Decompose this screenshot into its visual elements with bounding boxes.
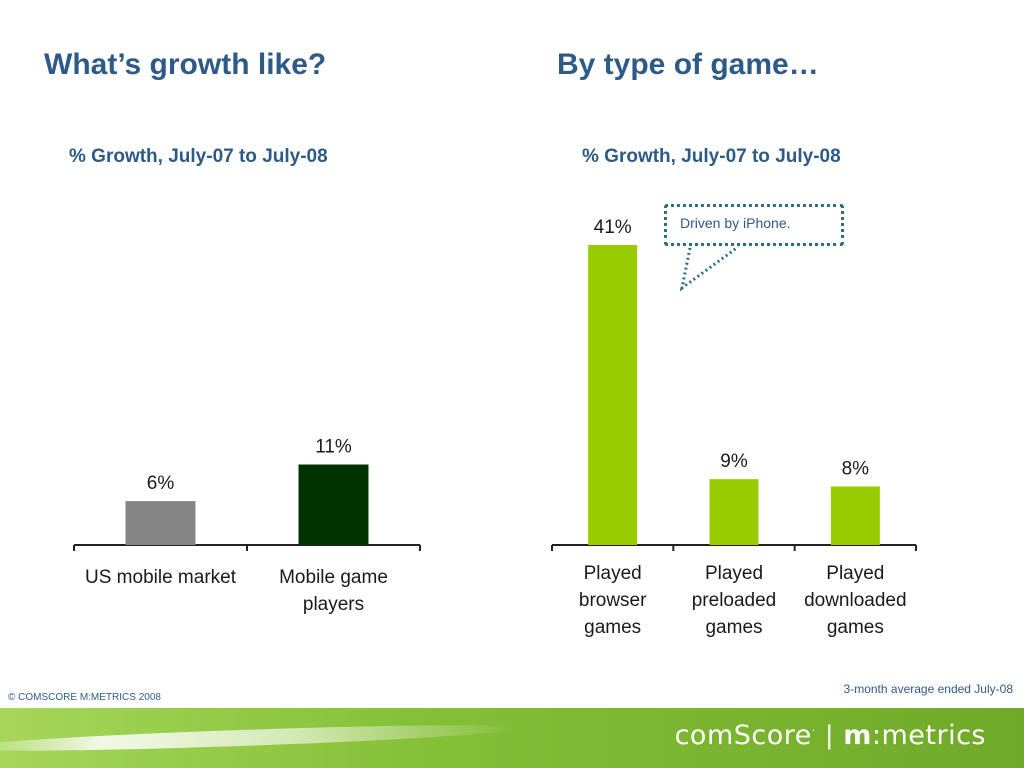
- bar-3: [830, 486, 880, 545]
- callout-text: Driven by iPhone.: [680, 215, 791, 231]
- category-label-1: US mobile market: [85, 567, 237, 588]
- comscore-wordmark: comScore: [674, 720, 812, 751]
- category-label-3: downloaded: [804, 590, 906, 611]
- bar-1: [125, 501, 196, 545]
- category-label-3: games: [827, 617, 884, 638]
- category-label-1: browser: [579, 590, 647, 611]
- company-logo: comScore. | m:metrics: [674, 720, 986, 751]
- category-label-1: Played: [584, 563, 642, 584]
- category-label-2: preloaded: [692, 590, 777, 611]
- value-label-2: 9%: [720, 451, 748, 472]
- right-heading: By type of game…: [557, 48, 819, 81]
- value-label-2: 11%: [315, 437, 352, 458]
- left-heading: What’s growth like?: [44, 48, 327, 81]
- bar-1: [588, 245, 638, 545]
- category-label-3: Played: [826, 563, 884, 584]
- category-label-1: games: [584, 617, 641, 638]
- bar-2: [709, 479, 759, 545]
- category-label-2: Played: [705, 563, 763, 584]
- category-label-2: players: [303, 594, 364, 615]
- category-label-2: Mobile game: [279, 567, 388, 588]
- value-label-3: 8%: [842, 458, 870, 479]
- footer-band: comScore. | m:metrics: [0, 708, 1024, 768]
- copyright-text: © COMSCORE M:METRICS 2008: [8, 692, 161, 703]
- bar-2: [298, 464, 369, 545]
- value-label-1: 6%: [147, 473, 175, 494]
- value-label-1: 41%: [594, 217, 632, 238]
- left-chart-title: % Growth, July-07 to July-08: [69, 146, 328, 167]
- category-label-2: games: [705, 617, 762, 638]
- right-chart-title: % Growth, July-07 to July-08: [582, 146, 841, 167]
- footnote-text: 3-month average ended July-08: [843, 682, 1013, 696]
- iphone-callout: Driven by iPhone.: [664, 204, 844, 246]
- mmetrics-wordmark: m:metrics: [843, 720, 986, 751]
